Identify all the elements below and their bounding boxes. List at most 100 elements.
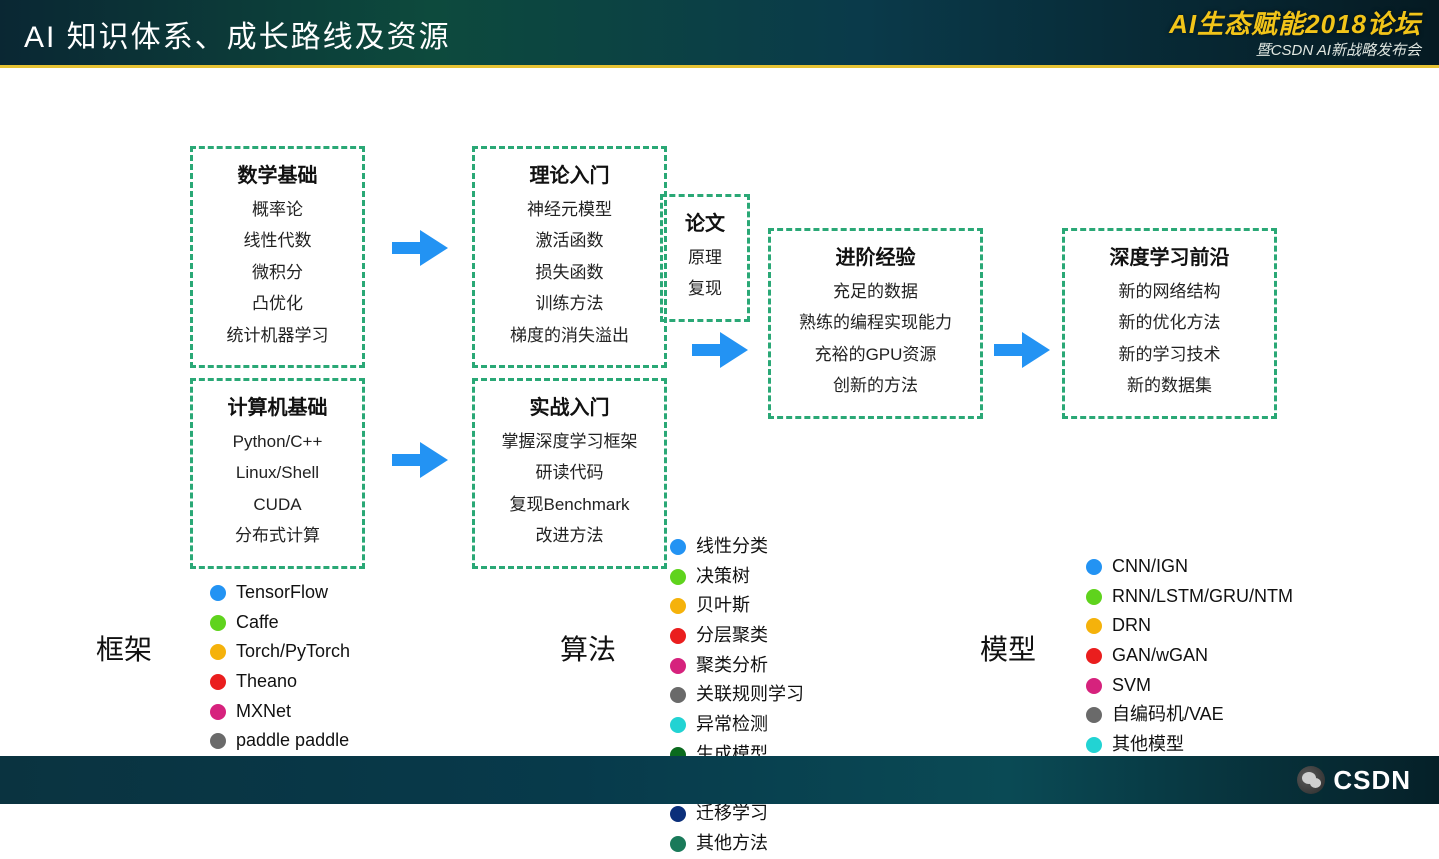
- legend-item: 关联规则学习: [670, 680, 804, 710]
- legend-text: 其他方法: [696, 829, 768, 859]
- legend-dot: [670, 836, 686, 852]
- section-algorithm-legend: 线性分类决策树贝叶斯分层聚类聚类分析关联规则学习异常检测生成模型强化学习迁移学习…: [670, 532, 804, 859]
- legend-dot: [670, 806, 686, 822]
- legend-dot: [1086, 678, 1102, 694]
- legend-dot: [210, 704, 226, 720]
- legend-dot: [670, 539, 686, 555]
- legend-item: 聚类分析: [670, 651, 804, 681]
- legend-dot: [670, 687, 686, 703]
- legend-item: GAN/wGAN: [1086, 641, 1293, 671]
- legend-text: SVM: [1112, 671, 1151, 701]
- legend-dot: [1086, 737, 1102, 753]
- box-advance-item: 创新的方法: [789, 370, 962, 401]
- box-theory-item: 神经元模型: [493, 194, 646, 225]
- legend-text: 自编码机/VAE: [1112, 700, 1224, 730]
- bottom-banner: CSDN: [0, 756, 1439, 804]
- legend-text: 聚类分析: [696, 651, 768, 681]
- arrow-0: [390, 226, 450, 270]
- section-algorithm-label: 算法: [560, 628, 616, 668]
- banner-right: AI生态赋能2018论坛 暨CSDN AI新战略发布会: [1169, 4, 1421, 60]
- box-math-item: 凸优化: [211, 288, 344, 319]
- box-advance-title: 进阶经验: [789, 241, 962, 270]
- section-framework-label: 框架: [96, 628, 152, 668]
- legend-item: TensorFlow: [210, 578, 350, 608]
- box-frontier: 深度学习前沿新的网络结构新的优化方法新的学习技术新的数据集: [1062, 228, 1277, 419]
- box-theory-title: 理论入门: [493, 159, 646, 188]
- banner-main: AI生态赋能2018论坛: [1169, 4, 1421, 41]
- top-banner: AI 知识体系、成长路线及资源 AI生态赋能2018论坛 暨CSDN AI新战略…: [0, 0, 1439, 68]
- legend-text: 分层聚类: [696, 621, 768, 651]
- legend-dot: [1086, 707, 1102, 723]
- legend-text: CNN/IGN: [1112, 552, 1188, 582]
- box-advance: 进阶经验充足的数据熟练的编程实现能力充裕的GPU资源创新的方法: [768, 228, 983, 419]
- arrow-1: [390, 438, 450, 482]
- legend-text: GAN/wGAN: [1112, 641, 1208, 671]
- legend-dot: [670, 569, 686, 585]
- legend-text: 决策树: [696, 562, 750, 592]
- box-theory-item: 损失函数: [493, 257, 646, 288]
- box-practice-item: 研读代码: [493, 457, 646, 488]
- box-frontier-item: 新的数据集: [1083, 370, 1256, 401]
- box-paper-item: 原理: [681, 242, 729, 273]
- arrow-2: [690, 328, 750, 372]
- footer-brand: CSDN: [1297, 765, 1411, 796]
- legend-dot: [1086, 618, 1102, 634]
- section-model-legend: CNN/IGNRNN/LSTM/GRU/NTMDRNGAN/wGANSVM自编码…: [1086, 552, 1293, 760]
- legend-item: Caffe: [210, 608, 350, 638]
- box-cs-title: 计算机基础: [211, 391, 344, 420]
- box-frontier-item: 新的网络结构: [1083, 276, 1256, 307]
- box-advance-item: 充足的数据: [789, 276, 962, 307]
- box-paper: 论文原理复现: [660, 194, 750, 322]
- box-math-item: 统计机器学习: [211, 320, 344, 351]
- legend-text: 异常检测: [696, 710, 768, 740]
- box-theory-item: 梯度的消失溢出: [493, 320, 646, 351]
- legend-item: 分层聚类: [670, 621, 804, 651]
- legend-dot: [210, 585, 226, 601]
- legend-item: CNN/IGN: [1086, 552, 1293, 582]
- legend-item: 其他方法: [670, 829, 804, 859]
- legend-item: 自编码机/VAE: [1086, 700, 1293, 730]
- legend-dot: [210, 615, 226, 631]
- box-advance-item: 充裕的GPU资源: [789, 339, 962, 370]
- page-title: AI 知识体系、成长路线及资源: [24, 12, 451, 56]
- footer-brand-text: CSDN: [1333, 765, 1411, 796]
- box-math-item: 线性代数: [211, 225, 344, 256]
- box-paper-title: 论文: [681, 207, 729, 236]
- legend-text: Caffe: [236, 608, 279, 638]
- legend-dot: [1086, 589, 1102, 605]
- box-math-item: 概率论: [211, 194, 344, 225]
- box-cs-item: CUDA: [211, 489, 344, 520]
- box-frontier-item: 新的优化方法: [1083, 307, 1256, 338]
- box-math: 数学基础概率论线性代数微积分凸优化统计机器学习: [190, 146, 365, 368]
- arrow-3: [992, 328, 1052, 372]
- legend-item: 异常检测: [670, 710, 804, 740]
- banner-sub: 暨CSDN AI新战略发布会: [1169, 39, 1421, 60]
- box-practice-item: 复现Benchmark: [493, 489, 646, 520]
- legend-text: DRN: [1112, 611, 1151, 641]
- box-paper-item: 复现: [681, 273, 729, 304]
- legend-text: paddle paddle: [236, 726, 349, 756]
- section-model-label: 模型: [980, 628, 1036, 668]
- legend-text: RNN/LSTM/GRU/NTM: [1112, 582, 1293, 612]
- legend-dot: [670, 598, 686, 614]
- legend-item: RNN/LSTM/GRU/NTM: [1086, 582, 1293, 612]
- box-frontier-title: 深度学习前沿: [1083, 241, 1256, 270]
- box-practice: 实战入门掌握深度学习框架研读代码复现Benchmark改进方法: [472, 378, 667, 569]
- section-framework-legend: TensorFlowCaffeTorch/PyTorchTheanoMXNetp…: [210, 578, 350, 786]
- box-practice-title: 实战入门: [493, 391, 646, 420]
- legend-dot: [670, 658, 686, 674]
- legend-item: Torch/PyTorch: [210, 637, 350, 667]
- legend-dot: [1086, 559, 1102, 575]
- legend-text: Torch/PyTorch: [236, 637, 350, 667]
- box-frontier-item: 新的学习技术: [1083, 339, 1256, 370]
- legend-dot: [210, 644, 226, 660]
- legend-text: Theano: [236, 667, 297, 697]
- legend-item: SVM: [1086, 671, 1293, 701]
- box-advance-item: 熟练的编程实现能力: [789, 307, 962, 338]
- legend-dot: [210, 733, 226, 749]
- legend-dot: [670, 628, 686, 644]
- wechat-icon: [1297, 766, 1325, 794]
- box-theory-item: 训练方法: [493, 288, 646, 319]
- box-cs: 计算机基础Python/C++Linux/ShellCUDA分布式计算: [190, 378, 365, 569]
- legend-item: 决策树: [670, 562, 804, 592]
